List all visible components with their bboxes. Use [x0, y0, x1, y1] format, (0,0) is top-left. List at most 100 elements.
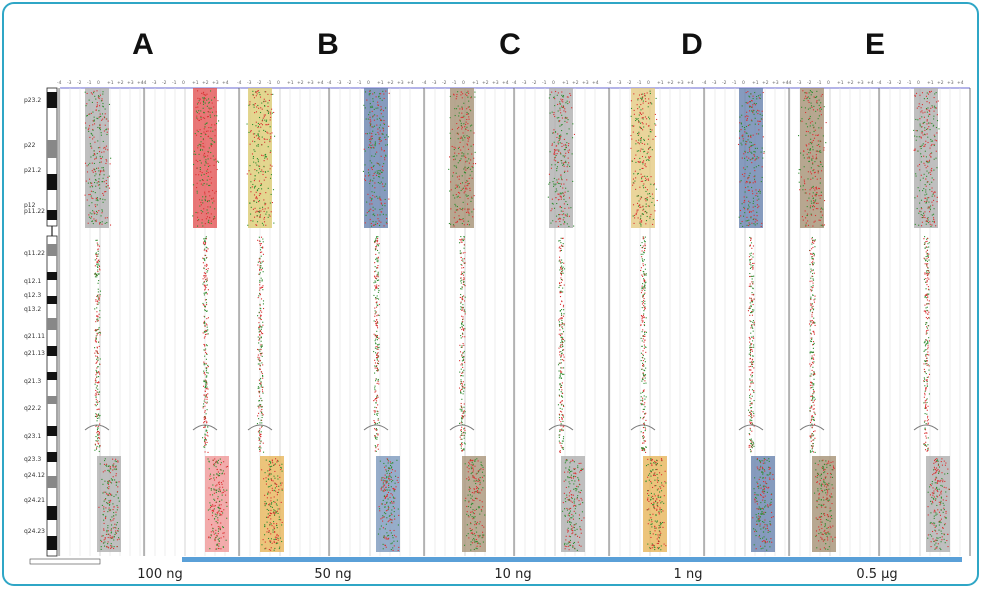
probe-point [204, 259, 206, 261]
probe-point [480, 461, 482, 463]
probe-point [374, 389, 376, 391]
probe-point [258, 331, 260, 333]
probe-point [471, 460, 473, 462]
probe-point [641, 449, 643, 451]
probe-point [458, 192, 461, 194]
probe-point [102, 105, 104, 107]
probe-point [377, 288, 379, 290]
probe-point [397, 549, 399, 551]
probe-point [96, 265, 98, 267]
probe-point [207, 150, 209, 153]
probe-point [394, 470, 396, 472]
probe-point [641, 331, 643, 333]
ideogram-band-label: p21.2 [24, 167, 41, 174]
probe-point [369, 174, 371, 176]
probe-point [559, 295, 562, 298]
probe-point [561, 336, 563, 338]
probe-point [262, 377, 264, 379]
probe-point [105, 159, 107, 161]
probe-point [478, 507, 480, 509]
probe-point [205, 386, 207, 388]
probe-point [660, 496, 662, 498]
probe-point [387, 491, 390, 494]
probe-point [205, 130, 208, 132]
probe-point [272, 531, 274, 533]
probe-point [97, 320, 99, 322]
probe-point [456, 176, 458, 178]
probe-point [559, 395, 561, 397]
probe-point [462, 309, 464, 311]
probe-point [463, 412, 465, 414]
probe-point [470, 97, 472, 99]
probe-point [97, 95, 100, 97]
probe-point [462, 449, 464, 451]
probe-point [270, 116, 272, 118]
probe-point [468, 501, 470, 503]
probe-point [647, 474, 650, 476]
probe-point [270, 113, 272, 115]
probe-point [639, 186, 641, 188]
probe-point [262, 364, 264, 366]
probe-point [651, 129, 653, 131]
amount-label-d: 1 ng [673, 567, 703, 582]
probe-point [106, 529, 108, 531]
probe-point [572, 137, 574, 139]
probe-point [465, 161, 467, 163]
axis-tick-label: 0 [277, 80, 280, 86]
probe-point [657, 495, 659, 497]
probe-point [209, 502, 211, 504]
probe-point [257, 145, 259, 147]
probe-point [106, 545, 108, 548]
probe-point [365, 118, 367, 120]
probe-point [205, 413, 207, 415]
probe-point [260, 384, 262, 386]
probe-point [262, 333, 264, 335]
probe-point [478, 492, 480, 494]
probe-point [268, 464, 270, 466]
probe-point [98, 313, 100, 315]
probe-point [276, 524, 278, 527]
probe-point [578, 491, 580, 493]
probe-point [576, 497, 578, 499]
probe-point [209, 478, 211, 480]
axis-tick-label: -3 [67, 80, 72, 86]
probe-point [204, 240, 206, 243]
probe-point [99, 295, 101, 297]
probe-point [645, 177, 647, 179]
probe-point [463, 432, 465, 434]
probe-point [371, 155, 373, 157]
probe-point [115, 527, 117, 529]
probe-point [258, 437, 260, 439]
probe-point [269, 141, 271, 143]
probe-point [649, 130, 651, 133]
probe-point [115, 466, 117, 468]
probe-point [381, 183, 384, 185]
probe-point [565, 460, 567, 462]
probe-point [279, 537, 282, 539]
probe-point [204, 289, 206, 291]
probe-point [643, 126, 645, 128]
probe-point [649, 146, 651, 149]
probe-point [463, 278, 465, 280]
probe-point [214, 539, 216, 541]
probe-point [638, 120, 640, 122]
probe-point [371, 198, 373, 200]
probe-point [570, 528, 572, 530]
probe-point [385, 495, 387, 497]
axis-tick-label: -2 [162, 80, 167, 86]
probe-point [641, 290, 643, 292]
probe-point [253, 187, 256, 189]
probe-point [377, 131, 379, 133]
probe-point [569, 512, 571, 514]
probe-point [214, 537, 217, 539]
panel-label-e: E [864, 28, 885, 61]
probe-point [386, 494, 388, 496]
ideogram-band [47, 210, 57, 220]
probe-point [110, 531, 113, 533]
probe-point [200, 141, 202, 143]
probe-point [374, 398, 377, 400]
probe-point [374, 406, 376, 408]
probe-point [202, 257, 204, 259]
probe-point [98, 105, 101, 107]
probe-point [206, 430, 208, 432]
